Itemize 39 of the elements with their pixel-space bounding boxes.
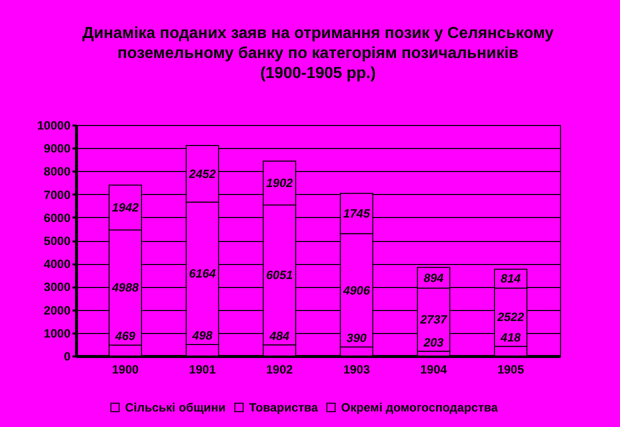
- data-label: 814: [500, 272, 522, 286]
- data-label: 1745: [343, 206, 370, 221]
- y-tick-label: 7000: [44, 188, 71, 202]
- y-tick-label: 1000: [44, 326, 71, 340]
- y-tick-label: 0: [64, 350, 71, 364]
- data-label: 4906: [342, 283, 370, 298]
- data-label: 469: [114, 329, 136, 344]
- legend-label: Окремі домогосподарства: [341, 400, 498, 414]
- data-label: 390: [346, 330, 367, 345]
- data-label: 2737: [419, 312, 448, 327]
- y-tick-label: 2000: [44, 303, 71, 318]
- x-tick-label: 1903: [343, 362, 370, 376]
- data-label: 418: [500, 330, 522, 344]
- data-label: 1902: [266, 176, 294, 190]
- data-label: 484: [268, 328, 290, 343]
- chart-title: Динаміка поданих заяв на отримання позик у Селянському поземельному банку по категоріям позичальників (1900-1905 рр.): [82, 25, 554, 82]
- y-tick-label: 4000: [44, 257, 71, 272]
- legend-label: Сільські общини: [125, 400, 226, 414]
- x-tick-label: 1901: [189, 362, 216, 376]
- data-label: 4988: [110, 280, 139, 295]
- data-label: 894: [424, 270, 444, 285]
- y-tick-label: 5000: [44, 234, 71, 248]
- x-tick-label: 1905: [497, 362, 524, 376]
- data-label: 203: [422, 335, 444, 350]
- data-label: 6164: [189, 266, 216, 280]
- data-label: 498: [191, 328, 213, 342]
- x-tick-label: 1900: [112, 362, 139, 376]
- y-tick-label: 9000: [44, 142, 71, 156]
- data-label: 6051: [266, 268, 294, 282]
- y-tick-label: 8000: [44, 164, 71, 179]
- x-tick-label: 1904: [420, 362, 448, 376]
- y-tick-label: 10000: [37, 118, 71, 132]
- y-tick-label: 3000: [44, 280, 71, 294]
- x-tick-label: 1902: [266, 362, 294, 376]
- legend-label: Товариства: [249, 400, 318, 414]
- data-label: 2522: [496, 310, 524, 324]
- y-tick-label: 6000: [44, 210, 71, 225]
- data-label: 1942: [112, 200, 139, 215]
- data-label: 2452: [188, 166, 216, 181]
